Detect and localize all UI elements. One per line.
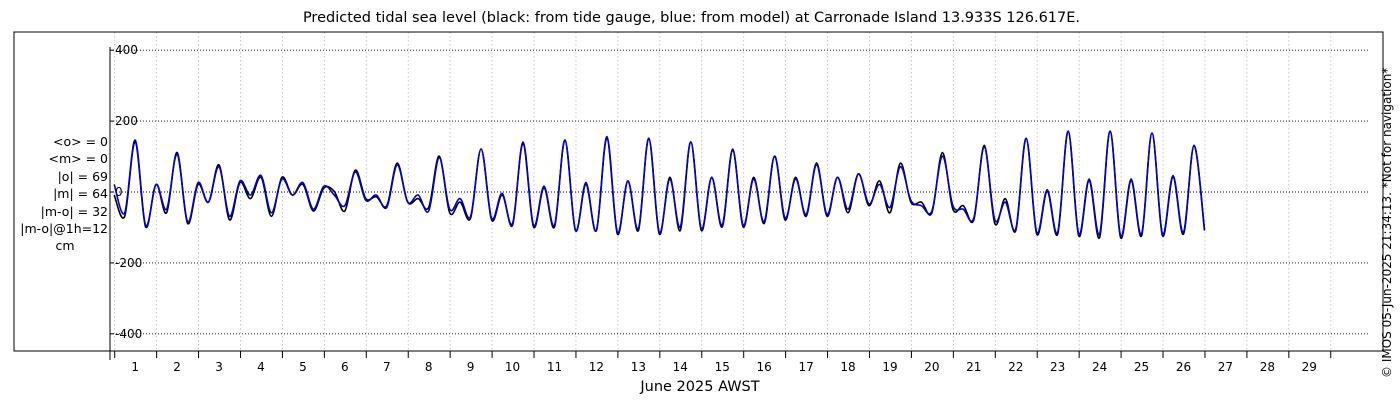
x-axis-label: June 2025 AWST: [639, 379, 759, 395]
y-tick-label: -400: [115, 327, 142, 341]
y-tick-label: 200: [115, 114, 138, 128]
x-tick-label: 1: [131, 360, 139, 374]
x-tick-label: 2: [173, 360, 181, 374]
axes-box: [13, 31, 1384, 352]
stat-abs-model: |m| = 64: [53, 186, 108, 202]
x-tick-label: 19: [882, 360, 897, 374]
x-tick-label: 18: [840, 360, 855, 374]
x-tick-label: 10: [505, 360, 520, 374]
x-tick-label: 6: [341, 360, 349, 374]
y-tick-layer: -400 -200 0 200 400: [110, 43, 142, 341]
x-tick-label: 5: [299, 360, 307, 374]
x-tick-label: 16: [757, 360, 772, 374]
stat-abs-diff: |m-o| = 32: [40, 203, 108, 219]
x-tick-label: 20: [924, 360, 939, 374]
x-tick-label: 12: [589, 360, 604, 374]
x-tick-label: 8: [425, 360, 433, 374]
copyright-note: © IMOS 05-Jun-2025 21:34:13. *Not for na…: [1380, 67, 1394, 378]
stat-mean-model: <m> = 0: [48, 151, 109, 167]
x-tick-label: 29: [1302, 360, 1317, 374]
stat-abs-obs: |o| = 69: [57, 168, 108, 184]
series-line-model: [113, 130, 1206, 237]
stat-units: cm: [55, 238, 75, 254]
x-tick-label: 28: [1260, 360, 1275, 374]
stat-abs-diff-1h: |m-o|@1h=12: [20, 221, 108, 237]
x-tick-label: 24: [1092, 360, 1107, 374]
grid-layer: [110, 32, 1368, 351]
stat-mean-obs: <o> = 0: [53, 134, 108, 149]
chart-title: Predicted tidal sea level (black: from t…: [302, 10, 1081, 26]
x-tick-label: 23: [1050, 360, 1065, 374]
x-tick-label: 21: [966, 360, 981, 374]
y-tick-label: 400: [115, 43, 138, 57]
x-tick-label: 17: [798, 360, 813, 374]
x-tick-label: 7: [383, 360, 391, 374]
x-tick-label: 22: [1008, 360, 1023, 374]
x-tick-layer: 1 2 3 4 5 6 7 8 9 10 11 12 13 14 15 16 17 18 19 20 21 22 23 24 2…: [114, 351, 1332, 374]
x-tick-label: 11: [547, 360, 562, 374]
x-tick-label: 26: [1176, 360, 1191, 374]
y-tick-label: 0: [115, 185, 123, 199]
x-tick-label: 14: [673, 360, 688, 374]
x-tick-label: 27: [1218, 360, 1233, 374]
series-layer: [113, 130, 1206, 239]
y-tick-label: -200: [115, 256, 142, 270]
x-tick-label: 9: [467, 360, 475, 374]
stats-panel: <o> = 0 <m> = 0 |o| = 69 |m| = 64 |m-o| …: [8, 133, 108, 255]
x-tick-label: 4: [257, 360, 265, 374]
x-tick-label: 25: [1134, 360, 1149, 374]
x-tick-label: 13: [631, 360, 646, 374]
x-tick-label: 15: [715, 360, 730, 374]
x-tick-label: 3: [215, 360, 223, 374]
